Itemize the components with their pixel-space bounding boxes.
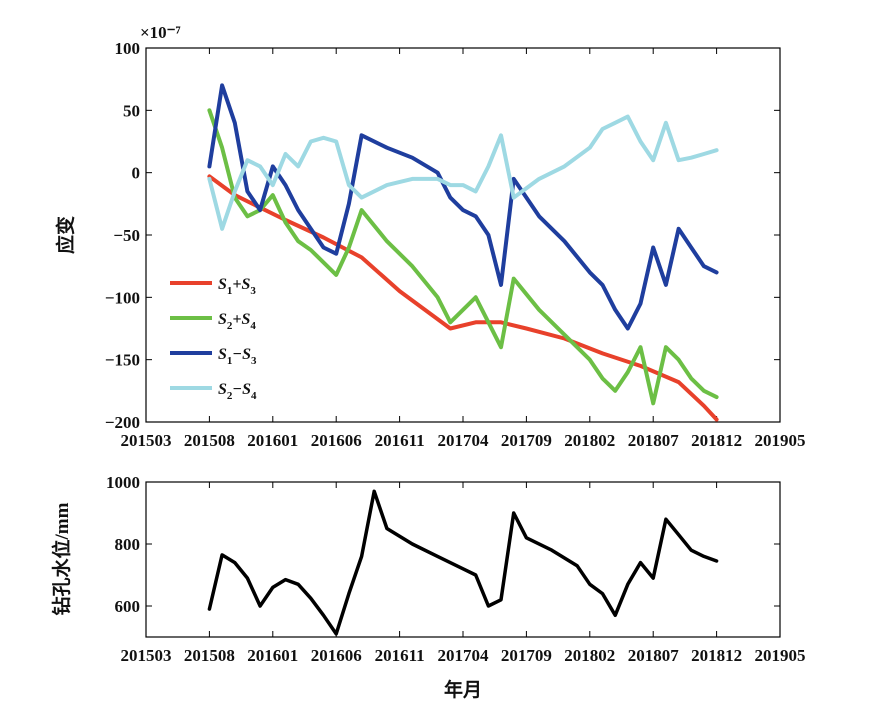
x-tick-label: 201606 xyxy=(311,431,362,450)
y-tick-label: 1000 xyxy=(106,473,140,492)
water-level-x-axis-label: 年月 xyxy=(444,678,482,701)
x-tick-label: 201905 xyxy=(755,431,806,450)
y-tick-label: −100 xyxy=(105,288,140,307)
x-tick-label: 201503 xyxy=(121,646,172,665)
x-tick-label: 201802 xyxy=(564,646,615,665)
series-line-1 xyxy=(207,489,719,636)
x-tick-label: 201508 xyxy=(184,646,235,665)
x-tick-label: 201812 xyxy=(691,646,742,665)
y-tick-label: −50 xyxy=(113,226,140,245)
x-tick-label: 201709 xyxy=(501,431,552,450)
x-tick-label: 201611 xyxy=(375,431,425,450)
x-tick-label: 201508 xyxy=(184,431,235,450)
y-tick-label: 100 xyxy=(115,39,141,58)
strain-y-axis-label: 应变 xyxy=(54,216,77,254)
water-level-y-axis-label: 钻孔水位/mm xyxy=(50,502,73,615)
y-tick-label: 50 xyxy=(123,101,140,120)
x-tick-label: 201601 xyxy=(247,431,298,450)
x-tick-label: 201606 xyxy=(311,646,362,665)
legend-label: S2+S4 xyxy=(218,311,256,332)
y-tick-label: 800 xyxy=(115,535,141,554)
x-tick-label: 201601 xyxy=(247,646,298,665)
x-tick-label: 201905 xyxy=(755,646,806,665)
x-tick-label: 201807 xyxy=(628,646,680,665)
legend-label: S1−S3 xyxy=(218,346,257,367)
series-line-2 xyxy=(207,108,719,406)
series-line-3 xyxy=(207,83,719,331)
series-line-4 xyxy=(207,114,719,231)
water-level-chart: 钻孔水位/mm 年月 1000 800 600 201503 201508 201601… xyxy=(50,473,806,701)
x-tick-label: 201704 xyxy=(438,646,490,665)
x-tick-label: 201709 xyxy=(501,646,552,665)
x-tick-label: 201611 xyxy=(375,646,425,665)
x-tick-label: 201503 xyxy=(121,431,172,450)
y-tick-label: −150 xyxy=(105,351,140,370)
x-tick-label: 201802 xyxy=(564,431,615,450)
y-tick-label: 600 xyxy=(115,597,141,616)
y-tick-label: 0 xyxy=(132,164,141,183)
y-tick-label: −200 xyxy=(105,413,140,432)
strain-chart: ×10⁻⁷ 应变 100 50 0 −50 −100 −150 −200 201503 201… xyxy=(54,23,806,450)
x-tick-label: 201812 xyxy=(691,431,742,450)
legend-label: S2−S4 xyxy=(218,381,257,402)
x-tick-label: 201807 xyxy=(628,431,680,450)
legend-label: S1+S3 xyxy=(218,276,256,297)
series-line-1 xyxy=(207,174,719,422)
strain-exponent-label: ×10⁻⁷ xyxy=(140,23,181,42)
x-tick-label: 201704 xyxy=(438,431,490,450)
water-level-plot-frame xyxy=(145,481,781,638)
